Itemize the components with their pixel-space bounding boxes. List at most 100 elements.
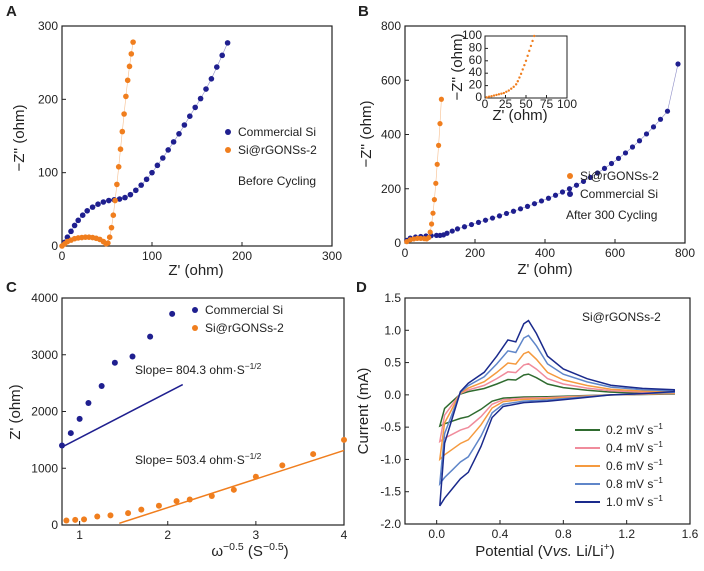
text-span: Slope= 804.3 ohm·S [135, 363, 245, 377]
text-span: Slope= 503.4 ohm·S [135, 453, 245, 467]
text-span: ) [284, 543, 289, 560]
inset-point [487, 95, 491, 98]
text-span: −1 [653, 439, 663, 449]
point-commercial-si [664, 108, 671, 114]
point-commercial-si [147, 333, 154, 340]
plot-frame [404, 297, 691, 525]
text-span: 0.2 mV s [606, 423, 653, 437]
fit-line-commercial-si [61, 383, 184, 448]
legend-marker-commercial-si [567, 191, 573, 197]
legend-label-commercial-si: Commercial Si [580, 187, 658, 201]
text-span: −1/2 [245, 361, 262, 371]
inset-point [500, 92, 503, 95]
x-tick-label: 3 [253, 528, 260, 542]
y-tick-label: 0 [394, 236, 401, 250]
y-tick-label: 0.5 [384, 356, 401, 370]
plot-frame [61, 297, 345, 526]
point-commercial-si [615, 155, 622, 161]
point-commercial-si [208, 76, 215, 82]
inset-point [533, 34, 536, 38]
point-commercial-si [601, 165, 608, 172]
point-commercial-si [160, 155, 166, 161]
point-commercial-si [59, 442, 65, 449]
legend-label-si-rgonss: Si@rGONSs-2 [205, 321, 284, 335]
x-axis-label: ω−0.5 (S−0.5) [211, 541, 288, 560]
point-si-rgonss [279, 462, 286, 469]
point-si-rgonss [434, 161, 440, 167]
legend-label-4: 0.8 mV s−1 [606, 475, 663, 491]
slope-annotation-si-rgonss: Slope= 503.4 ohm·S−1/2 [135, 451, 262, 467]
point-si-rgonss [437, 121, 443, 127]
x-tick-label: 400 [535, 246, 555, 260]
point-commercial-si [187, 113, 193, 119]
point-commercial-si [111, 359, 118, 366]
y-axis-label: Z' (ohm) [7, 384, 24, 439]
x-axis-label: Z' (ohm) [517, 261, 572, 278]
text-span: ) [610, 543, 615, 560]
point-commercial-si [100, 199, 107, 205]
series-line-si-rgonss [61, 42, 134, 247]
point-si-rgonss [208, 493, 215, 500]
point-commercial-si [496, 213, 503, 219]
point-commercial-si [76, 415, 83, 422]
point-commercial-si [129, 353, 136, 360]
y-tick-label: 200 [38, 92, 58, 106]
point-si-rgonss [115, 164, 122, 170]
point-commercial-si [531, 201, 538, 207]
text-span: 0.6 mV s [606, 459, 653, 473]
point-si-rgonss [128, 51, 135, 57]
point-commercial-si [461, 224, 468, 230]
text-span: 1.0 mV s [606, 495, 653, 509]
y-tick-label: 0.0 [384, 388, 401, 402]
x-tick-label: 1.2 [618, 527, 635, 541]
point-si-rgonss [436, 142, 442, 148]
point-commercial-si [197, 95, 204, 102]
x-axis-label: Z' (ohm) [168, 262, 223, 279]
point-commercial-si [170, 139, 177, 145]
inset-point [518, 76, 521, 79]
text-span: −1 [653, 475, 663, 485]
x-tick-label: 2 [164, 528, 171, 542]
text-span: −1/2 [245, 451, 262, 461]
legend-marker-commercial-si [225, 129, 231, 135]
text-span: −1 [653, 421, 663, 431]
point-commercial-si [98, 382, 105, 389]
point-commercial-si [650, 124, 657, 130]
legend-label-commercial-si: Commercial Si [238, 125, 316, 139]
point-si-rgonss [430, 210, 436, 216]
y-tick-label: 0 [51, 239, 58, 253]
y-tick-label: 1.5 [384, 291, 401, 305]
inset-point [505, 90, 508, 94]
x-axis-label: Potential (Vvs. Li/Li+) [475, 541, 615, 560]
point-si-rgonss [186, 496, 193, 503]
inset-y-axis-label: −Z'' (ohm) [449, 34, 466, 101]
point-si-rgonss [130, 39, 136, 45]
x-tick-label: 4 [341, 528, 348, 542]
inset-y-tick-label: 80 [469, 40, 483, 54]
x-tick-label: 0 [59, 249, 66, 263]
legend-label-si-rgonss: Si@rGONSs-2 [580, 169, 659, 183]
point-commercial-si [510, 208, 517, 214]
y-tick-label: 400 [381, 128, 401, 142]
point-commercial-si [657, 116, 664, 122]
point-commercial-si [133, 187, 139, 194]
inset-point [495, 93, 498, 97]
inset-point [490, 94, 493, 98]
y-tick-label: -1.5 [380, 485, 401, 499]
y-axis-label: Current (mA) [355, 368, 372, 455]
series-line-si-rgonss [406, 99, 442, 242]
fit-line-si-rgonss [119, 449, 345, 525]
inset-point [512, 85, 515, 89]
text-span: 0.4 mV s [606, 441, 653, 455]
point-commercial-si [224, 40, 231, 46]
point-commercial-si [643, 131, 650, 137]
point-commercial-si [106, 197, 112, 204]
point-si-rgonss [112, 197, 118, 204]
text-span: −0.5 [263, 541, 284, 553]
text-span: Li/Li [572, 543, 604, 560]
point-commercial-si [559, 189, 566, 195]
panel-letter-a: A [6, 3, 17, 20]
point-commercial-si [524, 203, 531, 209]
